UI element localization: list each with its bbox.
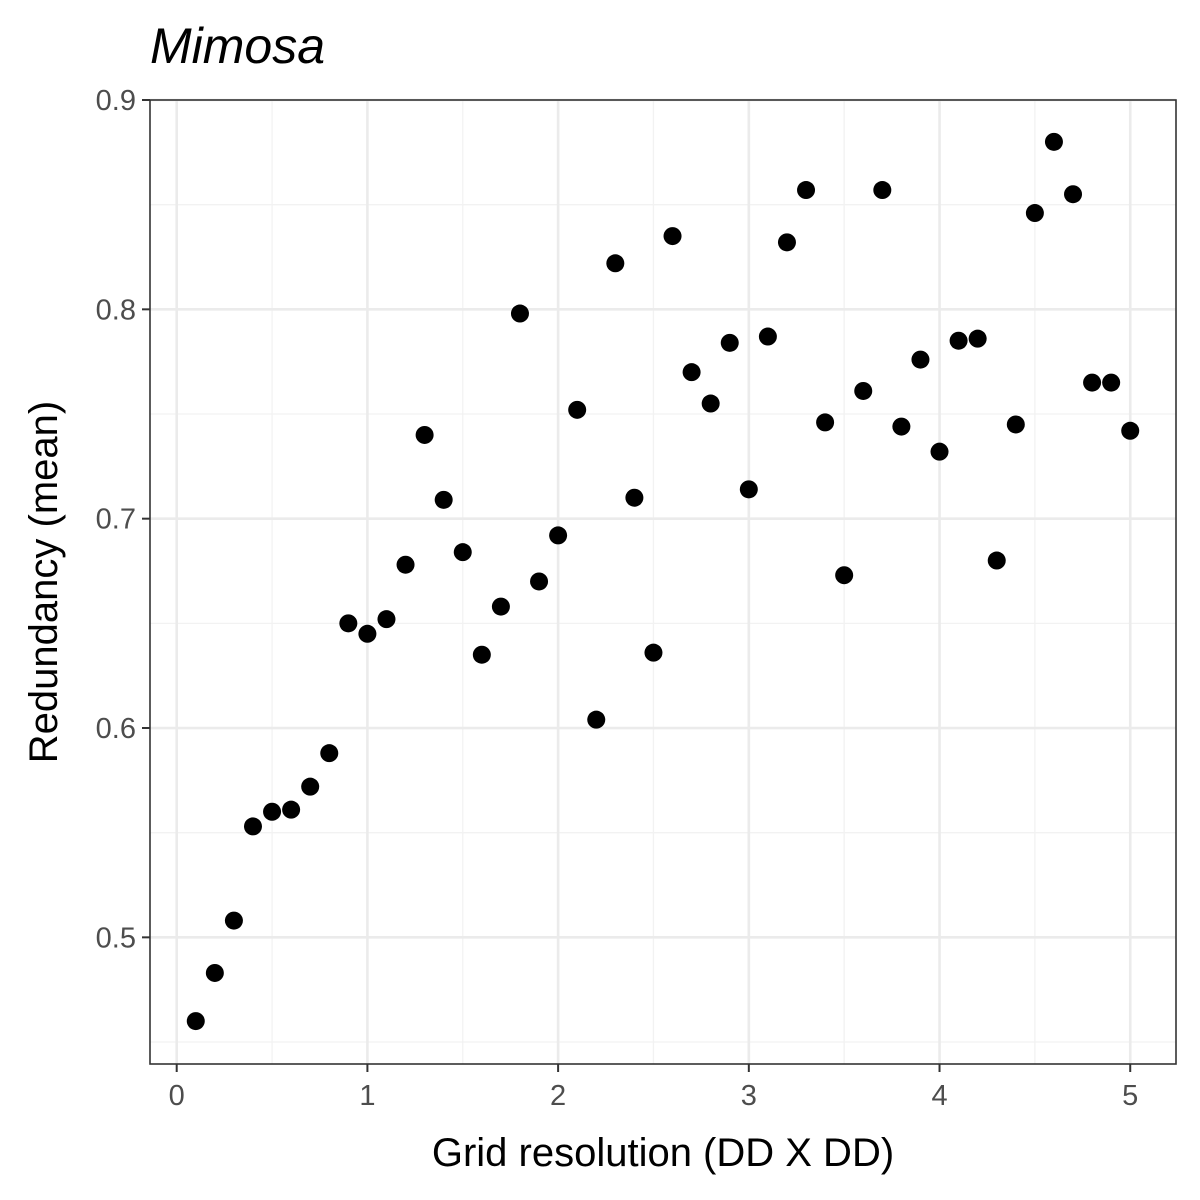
data-point [415, 425, 434, 444]
x-tick-label: 2 [550, 1080, 566, 1112]
x-tick-label: 0 [169, 1080, 185, 1112]
data-point [587, 710, 606, 729]
data-point [301, 777, 320, 796]
y-tick-label: 0.9 [96, 85, 136, 117]
data-point [434, 490, 453, 509]
data-point [930, 442, 949, 461]
data-point [739, 480, 758, 499]
data-point [224, 911, 243, 930]
x-axis-title: Grid resolution (DD X DD) [432, 1131, 894, 1175]
data-point [1083, 373, 1102, 392]
axis-ticks: 0 1 2 3 4 5 0.5 0.6 0.7 0.8 0.9 [96, 85, 1139, 1112]
data-point [816, 413, 835, 432]
data-point [968, 329, 987, 348]
data-point [491, 597, 510, 616]
x-tick-label: 3 [741, 1080, 757, 1112]
data-point [606, 254, 625, 273]
data-point [701, 394, 720, 413]
data-point [797, 181, 816, 200]
data-point [243, 817, 262, 836]
x-tick-label: 1 [359, 1080, 375, 1112]
data-point [987, 551, 1006, 570]
data-point [892, 417, 911, 436]
data-point [358, 624, 377, 643]
data-point [282, 800, 301, 819]
data-point [663, 227, 682, 246]
data-point [320, 744, 339, 763]
data-point [625, 488, 644, 507]
data-point [777, 233, 796, 252]
data-point [949, 331, 968, 350]
data-point [644, 643, 663, 662]
data-points [186, 132, 1140, 1031]
y-tick-label: 0.7 [96, 504, 136, 536]
y-tick-label: 0.8 [96, 294, 136, 326]
data-point [186, 1012, 205, 1031]
data-point [263, 802, 282, 821]
chart-title: Mimosa [150, 18, 325, 74]
y-axis-title: Redundancy (mean) [22, 401, 66, 763]
data-point [339, 614, 358, 633]
y-tick-label: 0.5 [96, 922, 136, 954]
data-point [453, 543, 472, 562]
data-point [1102, 373, 1121, 392]
plot-panel-border [149, 99, 1177, 1065]
data-point [549, 526, 568, 545]
grid [150, 98, 1176, 1064]
data-point [1006, 415, 1025, 434]
x-tick-label: 4 [931, 1080, 947, 1112]
data-point [396, 555, 415, 574]
data-point [510, 304, 529, 323]
data-point [873, 181, 892, 200]
data-point [568, 400, 587, 419]
data-point [1121, 421, 1140, 440]
data-point [720, 333, 739, 352]
data-point [205, 963, 224, 982]
data-point [1044, 132, 1063, 151]
data-point [758, 327, 777, 346]
data-point [854, 381, 873, 400]
data-point [682, 363, 701, 382]
data-point [835, 566, 854, 585]
data-point [911, 350, 930, 369]
data-point [377, 610, 396, 629]
x-tick-label: 5 [1122, 1080, 1138, 1112]
y-tick-label: 0.6 [96, 713, 136, 745]
data-point [1025, 204, 1044, 223]
data-point [530, 572, 549, 591]
data-point [1064, 185, 1083, 204]
data-point [472, 645, 491, 664]
